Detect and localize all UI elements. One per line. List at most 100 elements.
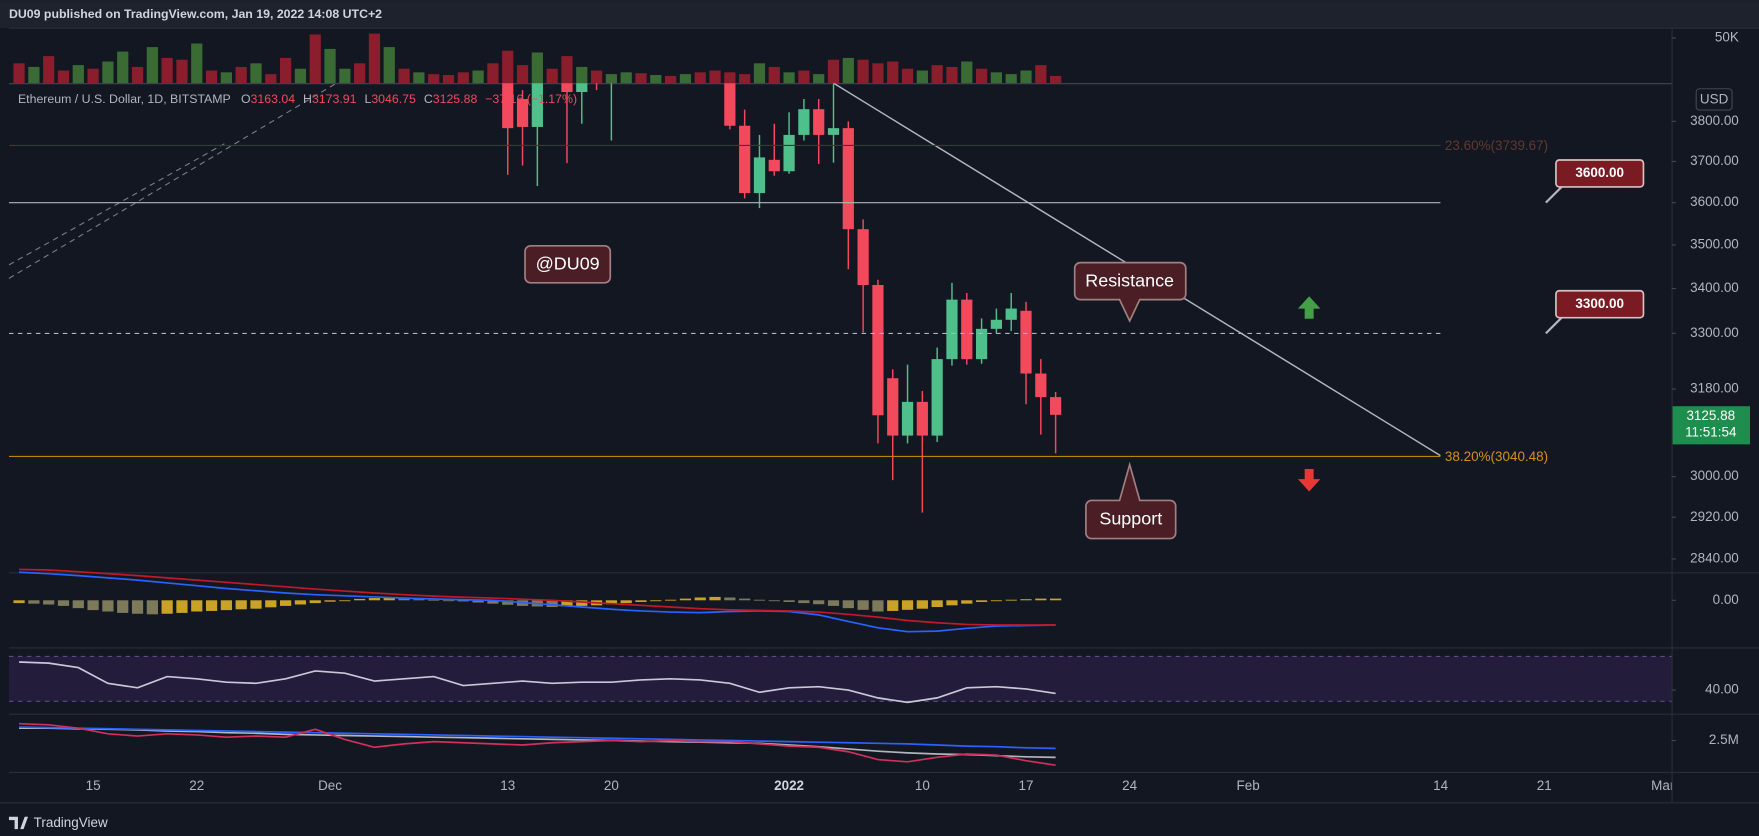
volume-bar [1035, 65, 1047, 84]
candle-body [813, 109, 825, 135]
y-tick-label: 3500.00 [1690, 237, 1739, 252]
candle-body [798, 109, 810, 135]
macd-histogram-bar [131, 600, 144, 614]
volume-bar [161, 57, 173, 84]
macd-histogram-bar [975, 600, 988, 602]
volume-bar [576, 66, 588, 84]
x-tick-label: Dec [318, 778, 342, 793]
macd-histogram-bar [368, 598, 381, 601]
macd-histogram-bar [265, 600, 277, 608]
macd-histogram-bar [739, 598, 751, 601]
volume-bar [798, 70, 810, 84]
macd-histogram-bar [813, 600, 825, 605]
macd-histogram-bar [620, 600, 632, 604]
legend-title: Ethereum / U.S. Dollar, 1D, BITSTAMP [18, 92, 231, 106]
y-tick-label: 2920.00 [1690, 509, 1739, 524]
candle-body [901, 401, 914, 436]
macd-histogram-bar [176, 600, 188, 613]
volume-bar [146, 47, 158, 84]
volume-bar [1050, 75, 1062, 84]
macd-histogram-bar [1020, 599, 1032, 601]
volume-bar [131, 66, 144, 84]
x-tick-label: 22 [189, 778, 204, 793]
macd-histogram-bar [576, 600, 588, 606]
volume-bar [605, 74, 617, 84]
dashed-channel [8, 82, 337, 279]
y-tick-label: 40.00 [1705, 682, 1739, 697]
header-bar [0, 0, 1759, 29]
indicator-line [19, 568, 1056, 626]
annotation-text: Resistance [1085, 270, 1174, 290]
macd-histogram-bar [1005, 599, 1017, 601]
macd-histogram-bar [457, 600, 469, 602]
macd-histogram-bar [1050, 598, 1062, 601]
macd-histogram-bar [205, 600, 218, 611]
volume-bar [117, 51, 129, 84]
macd-histogram-bar [605, 600, 617, 605]
countdown: 11:51:54 [1685, 425, 1737, 440]
price-box [1672, 406, 1751, 445]
volume-bar [590, 70, 603, 84]
volume-bar [990, 72, 1003, 84]
candle-body [975, 328, 988, 360]
indicator-line [19, 571, 1056, 633]
x-tick-label: 13 [500, 778, 515, 793]
volume-bar [783, 72, 795, 84]
candle-body [857, 229, 869, 286]
y-tick-label: 2.5M [1709, 732, 1739, 747]
candle-body [561, 83, 573, 93]
volume-bar [931, 65, 943, 84]
macd-histogram-bar [946, 600, 958, 606]
volume-bar [280, 57, 292, 84]
macd-histogram-bar [250, 600, 262, 609]
volume-bar [28, 66, 40, 84]
level-label: 3300.00 [1575, 296, 1624, 311]
time-axis: 15 22 Dec 13 20 2022 10 17 24 Feb 14 21 Mar [86, 778, 1675, 793]
volume-bar [472, 70, 484, 84]
y-tick-label: 3000.00 [1690, 468, 1739, 483]
annotation-dudo9: @DU09 [524, 244, 612, 284]
macd-histogram-bar [872, 600, 884, 612]
volume-bar [235, 66, 247, 84]
annotation-text: @DU09 [536, 254, 600, 274]
volume-bar [946, 66, 958, 84]
volume-bar [516, 65, 529, 84]
macd-histogram-bar [383, 597, 395, 601]
macd-histogram-bar [161, 600, 173, 614]
volume-bar [768, 66, 780, 84]
legend-change: −37.16 (−1.17%) [485, 92, 577, 106]
volume-bar [620, 72, 632, 84]
macd-histogram-bar [43, 600, 55, 605]
volume-bar [901, 68, 914, 84]
volume-bar [309, 34, 321, 84]
candle-body [872, 285, 884, 416]
candle-body [990, 319, 1003, 329]
macd-histogram-bar [87, 600, 99, 611]
channel-line [8, 82, 337, 279]
volume-bar [250, 63, 262, 84]
y-tick-label: 3180.00 [1690, 381, 1739, 396]
x-tick-label: Mar [1651, 778, 1675, 793]
legend-value: 3046.75 [371, 92, 416, 106]
volume-bar [694, 72, 706, 84]
legend-value: 3163.04 [251, 92, 296, 106]
volume-bar [502, 50, 514, 84]
macd-histogram-bar [472, 600, 484, 603]
macd-histogram-bar [102, 600, 114, 612]
volume-bar [975, 68, 988, 84]
legend-label: L [364, 92, 371, 106]
candle-body [887, 378, 899, 436]
macd-histogram-bar [1035, 598, 1047, 601]
volume-bar [324, 48, 336, 84]
volume-bar [739, 74, 751, 84]
candle-body [916, 401, 928, 436]
candle-body [576, 83, 588, 93]
label-pointer [1545, 186, 1563, 204]
volume-bar [813, 74, 825, 84]
volume-bar [857, 59, 869, 84]
y-tick-label: 2840.00 [1690, 551, 1739, 566]
macd-histogram-bar [442, 600, 455, 602]
volume-bar [339, 68, 351, 84]
macd-histogram-bar [502, 600, 514, 605]
y-tick-label: 3300.00 [1690, 325, 1739, 340]
